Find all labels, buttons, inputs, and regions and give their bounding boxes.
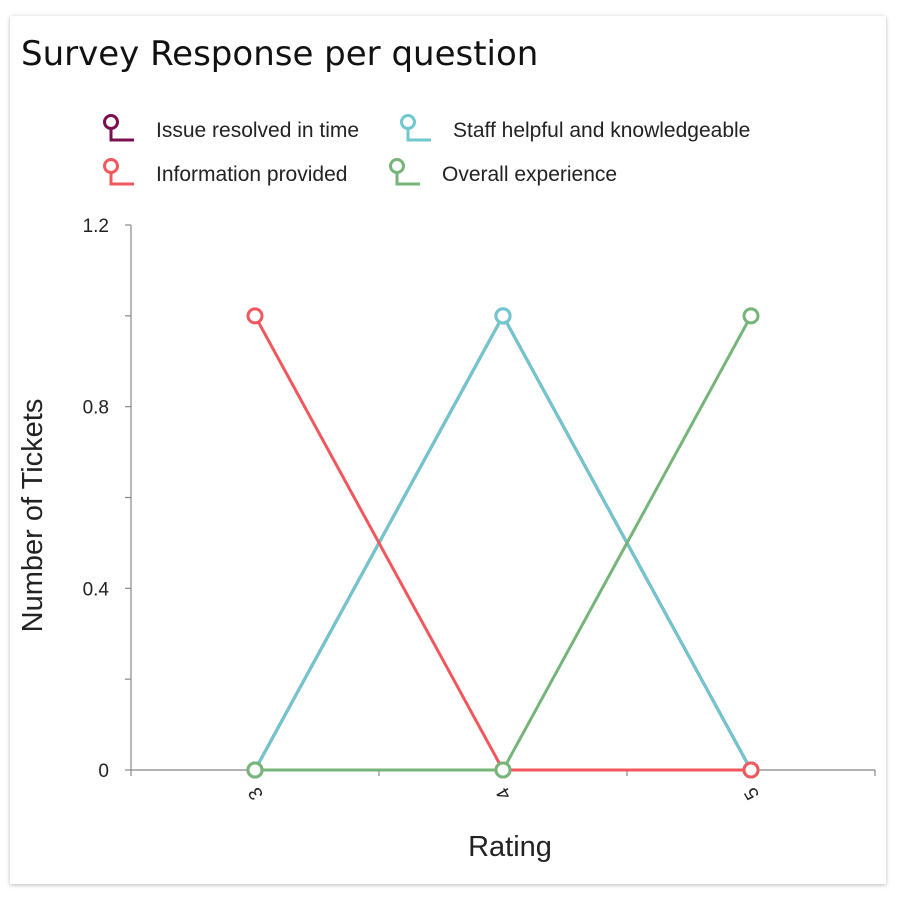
y-tick-label: 0.8 [83, 398, 109, 419]
legend-marker-icon [400, 114, 416, 130]
data-point[interactable] [494, 761, 512, 779]
chart-card: Survey Response per question Issue resol… [10, 16, 886, 884]
series-information-provided [246, 307, 760, 779]
x-tick-label: 3 [245, 783, 268, 803]
legend-line-icon [109, 128, 134, 142]
legend-label: Issue resolved in time [156, 119, 359, 142]
series-line [253, 314, 753, 771]
data-point[interactable] [742, 761, 760, 779]
x-axis-title: Rating [468, 831, 552, 863]
series-line [253, 315, 751, 772]
series-line [253, 314, 753, 771]
legend-label: Information provided [156, 163, 347, 186]
legend-line-icon [109, 172, 134, 186]
data-point[interactable] [742, 307, 760, 325]
legend-marker-icon [103, 158, 119, 174]
y-tick-label: 0.4 [83, 579, 110, 600]
legend-line-icon [395, 172, 420, 186]
data-point[interactable] [494, 307, 512, 325]
legend-marker-icon [389, 158, 405, 174]
series-layer [246, 307, 760, 779]
x-tick-label: 5 [741, 783, 764, 803]
legend-item[interactable]: Staff helpful and knowledgeable [400, 114, 751, 143]
series-line [255, 315, 753, 772]
y-ticks: 0 0.4 0.8 1.2 [83, 216, 131, 782]
legend-label: Staff helpful and knowledgeable [453, 119, 750, 142]
legend-item[interactable]: Issue resolved in time [103, 114, 360, 143]
legend: Issue resolved in time Staff helpful and … [103, 114, 751, 187]
legend-item[interactable]: Information provided [103, 158, 348, 187]
y-tick-label: 0 [98, 761, 109, 782]
chart-title: Survey Response per question [21, 34, 539, 74]
series-issue-resolved-in-time [246, 307, 760, 779]
legend-line-icon [406, 128, 431, 142]
line-chart: Issue resolved in time Staff helpful and … [17, 114, 876, 863]
y-axis-title: Number of Tickets [17, 399, 49, 633]
legend-label: Overall experience [442, 163, 617, 186]
legend-item[interactable]: Overall experience [389, 158, 618, 187]
x-tick-label: 4 [492, 783, 516, 803]
y-tick-label: 1.2 [83, 216, 109, 237]
legend-marker-icon [103, 114, 119, 130]
series-overall-experience [246, 307, 760, 779]
series-staff-helpful-and-knowledgeable [246, 307, 760, 779]
data-point[interactable] [246, 761, 264, 779]
data-point[interactable] [246, 307, 264, 325]
